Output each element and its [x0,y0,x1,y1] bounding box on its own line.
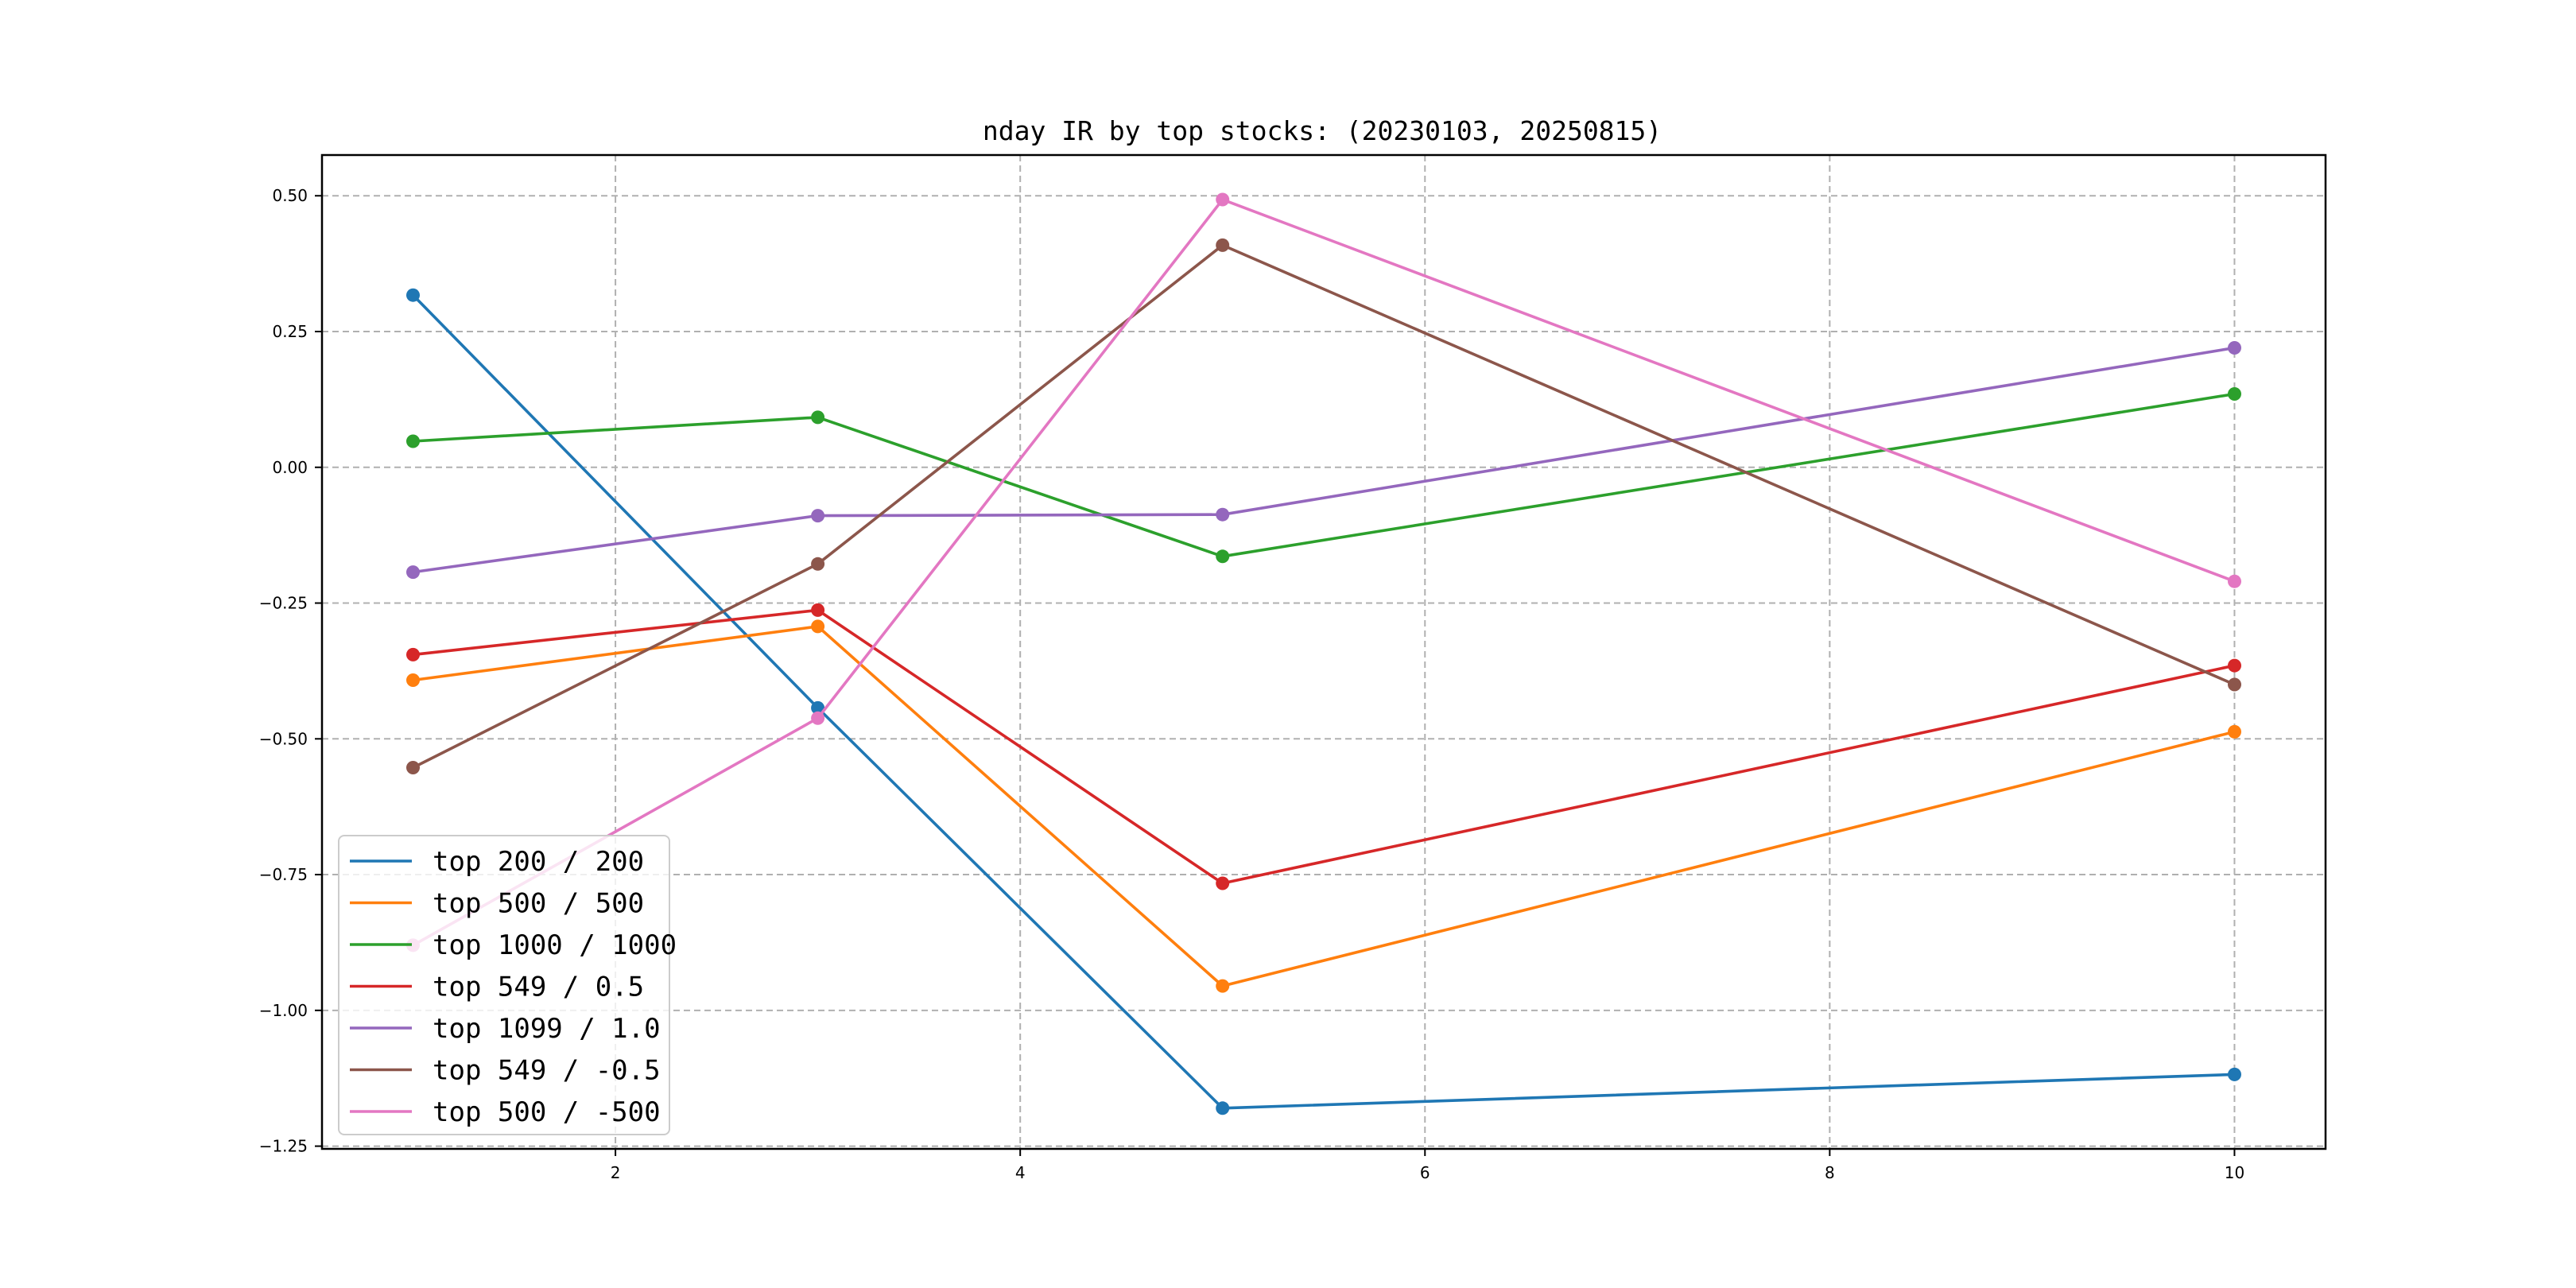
data-point [1216,507,1230,522]
legend-label: top 200 / 200 [433,846,644,878]
series-group [406,192,2241,1115]
data-point [406,288,420,302]
legend-item: top 200 / 200 [350,846,644,878]
x-tick-label: 10 [2225,1163,2244,1182]
legend-item: top 549 / -0.5 [350,1055,661,1087]
data-point [406,647,420,661]
data-point [406,673,420,687]
y-tick-label: 0.25 [272,322,308,341]
series-line [413,392,2235,558]
legend-item: top 1099 / 1.0 [350,1013,661,1045]
legend-item: top 500 / -500 [350,1096,661,1128]
legend-box [338,835,670,1135]
x-axis: 2 4 6 8 10 [611,1149,2244,1182]
legend-label: top 500 / -500 [433,1096,661,1128]
series-1 [406,619,2241,993]
series-0 [406,288,2241,1115]
data-point [2228,341,2241,355]
data-point [1216,192,1230,207]
legend-label: top 500 / 500 [433,888,644,920]
series-line [413,608,2235,885]
data-point [811,700,825,715]
legend: top 200 / 200 top 500 / 500 top 1000 / 100… [338,835,677,1135]
x-tick-label: 4 [1015,1163,1026,1182]
legend-label: top 549 / -0.5 [433,1055,661,1087]
legend-item: top 500 / 500 [350,888,644,920]
series-2 [406,387,2241,564]
series-line [412,243,2236,770]
data-point [811,603,825,617]
y-tick-label: 0.50 [272,186,308,205]
data-point [2228,387,2241,401]
data-point [811,619,825,634]
data-point [2228,574,2241,588]
data-point [2228,677,2241,692]
data-point [811,509,825,523]
legend-label: top 549 / 0.5 [433,972,644,1003]
x-tick-label: 2 [611,1163,621,1182]
y-tick-label: −0.25 [259,594,308,613]
data-point [811,557,825,571]
data-point [2228,724,2241,739]
data-point [1216,1101,1230,1115]
x-tick-label: 6 [1420,1163,1430,1182]
series-line [413,625,2235,987]
y-tick-label: −0.50 [259,729,308,748]
series-line [412,198,2236,947]
series-line [413,346,2235,574]
data-point [406,565,420,580]
legend-label: top 1000 / 1000 [433,929,677,961]
y-tick-label: −1.25 [259,1137,308,1156]
data-point [811,711,825,725]
y-tick-label: −0.75 [259,865,308,884]
data-point [1216,238,1230,252]
legend-label: top 1099 / 1.0 [433,1013,661,1045]
y-axis: 0.50 0.25 0.00 −0.25 −0.50 −0.75 −1.00 −1.25 [259,186,322,1156]
data-point [1216,549,1230,564]
series-3 [406,603,2241,890]
data-point [2228,1067,2241,1081]
y-tick-label: 0.00 [272,458,308,477]
series-6 [406,192,2241,952]
plot-frame [320,153,2327,1150]
series-line [412,293,2235,1110]
data-point [2228,658,2241,673]
series-4 [406,341,2241,580]
series-5 [406,238,2241,774]
y-tick-label: −1.00 [259,1001,308,1020]
data-point [1216,876,1230,890]
x-tick-label: 8 [1825,1163,1835,1182]
legend-item: top 549 / 0.5 [350,972,644,1003]
data-point [406,434,420,448]
legend-item: top 1000 / 1000 [350,929,677,961]
data-point [811,410,825,425]
data-point [1216,979,1230,993]
data-point [406,761,420,774]
chart-title: nday IR by top stocks: (20230103, 202508… [983,115,1662,146]
